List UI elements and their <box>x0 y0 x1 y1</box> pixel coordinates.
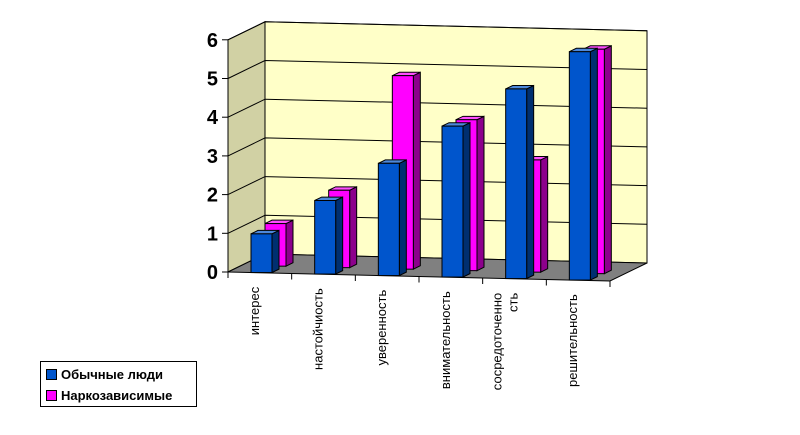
legend-item-series-1: Обычные люди <box>46 365 163 383</box>
x-tick-label: настойчиость <box>311 288 326 370</box>
bar-1-1 <box>314 196 344 275</box>
legend-swatch-series-2 <box>46 389 57 401</box>
x-tick-label-line: сть <box>506 293 521 312</box>
bar-side <box>526 84 535 280</box>
y-tick-label: 1 <box>207 223 218 245</box>
y-tick-label: 6 <box>207 30 218 52</box>
bar-front <box>568 51 591 281</box>
x-tick-label: решительность <box>565 294 580 387</box>
bar-side <box>335 196 344 275</box>
legend-swatch-series-1 <box>46 368 57 380</box>
x-tick-label: интерес <box>247 286 262 335</box>
x-tick-label-line: внимательность <box>438 291 453 389</box>
x-tick-label-line: настойчиость <box>311 288 326 370</box>
bar-side <box>398 159 407 277</box>
legend-item-series-2: Наркозависимые <box>46 386 172 404</box>
bar-front <box>377 162 400 277</box>
y-tick-label: 4 <box>207 107 219 129</box>
gridline <box>227 21 648 41</box>
bar-front <box>250 233 273 274</box>
x-tick-label: внимательность <box>438 291 453 389</box>
bars <box>250 44 612 281</box>
bar-side <box>412 71 421 270</box>
bar-side <box>462 121 471 278</box>
bar-front <box>314 200 337 275</box>
bar-1-3 <box>441 121 471 278</box>
bar-1-5 <box>568 47 598 281</box>
bar-1-2 <box>377 159 407 277</box>
legend: Обычные люди Наркозависимые <box>40 361 197 407</box>
bar-side <box>271 229 280 274</box>
x-tick-label-line: уверенность <box>374 290 389 366</box>
x-axis: интерес настойчиость уверенность внимательн… <box>227 272 611 391</box>
y-tick-label: 2 <box>207 185 218 207</box>
x-tick-label-line: решительность <box>565 294 580 387</box>
gridline <box>227 59 648 79</box>
bar-side <box>540 155 549 273</box>
bar-side <box>349 186 358 269</box>
x-tick-label: сосредоточенность <box>490 293 521 391</box>
y-tick-label: 0 <box>207 262 218 284</box>
x-tick-label-line: интерес <box>247 286 262 335</box>
bar-side <box>285 219 294 267</box>
y-tick-label: 5 <box>207 69 218 91</box>
bar-side <box>476 115 485 272</box>
x-tick-label-line: сосредоточенно <box>490 293 505 390</box>
bar-side <box>603 44 612 275</box>
legend-label-series-1: Обычные люди <box>61 366 164 382</box>
bar-1-0 <box>250 229 280 274</box>
bar-front <box>505 88 528 280</box>
legend-label-series-2: Наркозависимые <box>61 387 173 403</box>
y-axis: 0 1 2 3 4 5 6 <box>207 30 229 284</box>
y-tick-label: 3 <box>207 146 218 168</box>
x-tick-label: уверенность <box>374 290 389 366</box>
bar-1-4 <box>505 84 535 280</box>
bar-front <box>441 125 464 278</box>
bar-side <box>589 47 598 281</box>
